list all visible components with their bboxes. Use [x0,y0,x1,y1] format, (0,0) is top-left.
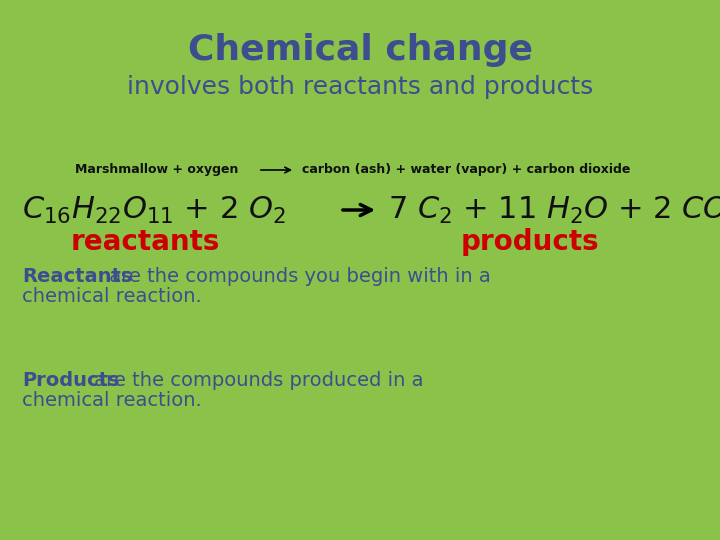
Text: are the compounds you begin with in a: are the compounds you begin with in a [103,267,491,286]
Text: $C_{16}H_{22}O_{11}$ $+$ $2$ $O_{2}$: $C_{16}H_{22}O_{11}$ $+$ $2$ $O_{2}$ [22,194,286,226]
Text: involves both reactants and products: involves both reactants and products [127,75,593,99]
Text: Chemical change: Chemical change [187,33,533,67]
Text: chemical reaction.: chemical reaction. [22,287,202,307]
Text: Products: Products [22,370,120,389]
Text: Marshmallow + oxygen: Marshmallow + oxygen [75,164,238,177]
Text: reactants: reactants [71,228,220,256]
Text: $7$ $C_{2}$ $+$ $11$ $H_{2}O$ $+$ $2$ $CO_{2}$: $7$ $C_{2}$ $+$ $11$ $H_{2}O$ $+$ $2$ $C… [388,194,720,226]
Text: Reactants: Reactants [22,267,132,286]
Text: are the compounds produced in a: are the compounds produced in a [88,370,423,389]
Text: carbon (ash) + water (vapor) + carbon dioxide: carbon (ash) + water (vapor) + carbon di… [302,164,631,177]
Text: chemical reaction.: chemical reaction. [22,392,202,410]
Text: products: products [461,228,599,256]
